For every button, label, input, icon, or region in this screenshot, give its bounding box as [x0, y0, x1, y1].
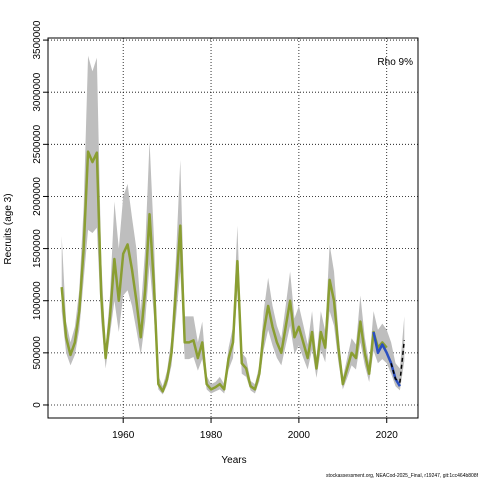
x-tick-label: 1980 [200, 430, 223, 441]
y-tick-label: 3000000 [32, 72, 43, 111]
x-tick-label: 1960 [112, 430, 135, 441]
x-tick-label: 2020 [376, 430, 399, 441]
footer: stockassessment.org, NEACod-2025_Final, … [326, 473, 479, 479]
y-tick-label: 2500000 [32, 124, 43, 163]
y-tick-label: 1500000 [32, 229, 43, 268]
x-axis-label: Years [221, 455, 246, 466]
y-axis-label: Recruits (age 3) [3, 193, 14, 264]
y-tick-label: 500000 [32, 336, 43, 370]
annotation: Rho 9% [377, 57, 413, 68]
y-tick-label: 0 [32, 402, 43, 408]
series-line [60, 150, 388, 393]
x-tick-label: 2000 [288, 430, 311, 441]
y-tick-label: 2000000 [32, 177, 43, 216]
y-tick-label: 3500000 [32, 20, 43, 59]
y-tick-label: 1000000 [32, 281, 43, 320]
series-line [390, 340, 406, 383]
plot-frame [47, 37, 419, 419]
